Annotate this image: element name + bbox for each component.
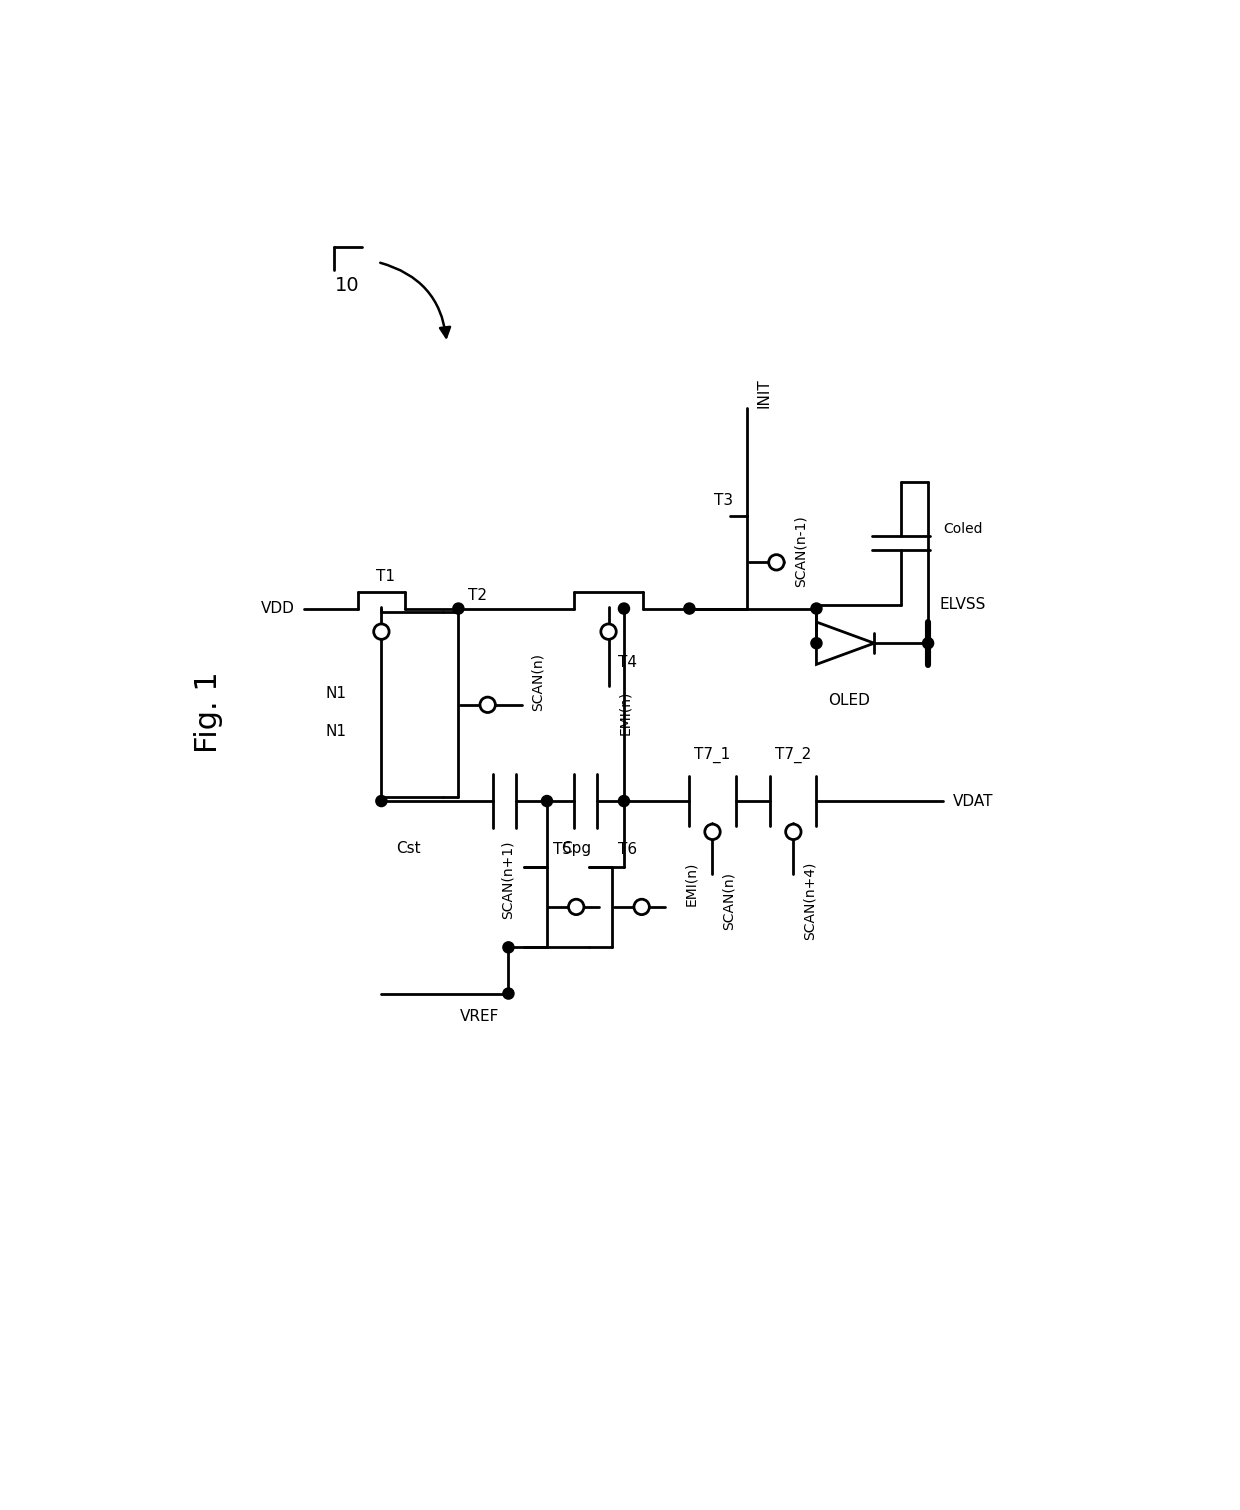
Text: T4: T4 <box>618 655 637 670</box>
Text: ELVSS: ELVSS <box>940 596 986 612</box>
Text: Cpg: Cpg <box>562 841 591 856</box>
Circle shape <box>568 900 584 915</box>
Circle shape <box>811 637 822 649</box>
Text: EMI(n): EMI(n) <box>618 690 632 735</box>
Text: SCAN(n+1): SCAN(n+1) <box>501 841 515 920</box>
Text: T5: T5 <box>553 843 572 858</box>
Text: SCAN(n): SCAN(n) <box>531 652 544 711</box>
Circle shape <box>811 602 822 615</box>
Text: INIT: INIT <box>756 378 771 408</box>
Text: Fig. 1: Fig. 1 <box>193 672 223 753</box>
Text: SCAN(n): SCAN(n) <box>722 873 735 930</box>
Text: VDD: VDD <box>262 601 295 616</box>
Circle shape <box>619 602 630 615</box>
Text: EMI(n): EMI(n) <box>684 862 698 906</box>
Circle shape <box>601 624 616 639</box>
Circle shape <box>683 602 694 615</box>
Text: T3: T3 <box>714 494 734 509</box>
Text: T6: T6 <box>619 843 637 858</box>
Text: SCAN(n-1): SCAN(n-1) <box>794 515 807 587</box>
Text: T7_2: T7_2 <box>775 747 811 763</box>
Circle shape <box>704 824 720 840</box>
Text: T2: T2 <box>469 587 487 602</box>
Circle shape <box>503 942 515 953</box>
Circle shape <box>786 824 801 840</box>
Circle shape <box>453 602 464 615</box>
Text: VDAT: VDAT <box>952 794 993 808</box>
Text: 10: 10 <box>335 276 360 294</box>
Text: VREF: VREF <box>460 1009 500 1024</box>
Text: N1: N1 <box>326 725 347 740</box>
Text: Coled: Coled <box>944 522 983 536</box>
Circle shape <box>503 988 515 1000</box>
Circle shape <box>542 796 553 806</box>
Circle shape <box>376 796 387 806</box>
FancyArrowPatch shape <box>381 263 450 337</box>
Circle shape <box>373 624 389 639</box>
Text: OLED: OLED <box>828 693 870 708</box>
Circle shape <box>619 796 630 806</box>
Text: N1: N1 <box>326 686 347 701</box>
Circle shape <box>769 554 784 571</box>
Text: SCAN(n+4): SCAN(n+4) <box>802 862 817 941</box>
Circle shape <box>634 900 650 915</box>
Circle shape <box>923 637 934 649</box>
Text: T7_1: T7_1 <box>694 747 730 763</box>
Text: Cst: Cst <box>396 841 420 856</box>
Text: T1: T1 <box>376 569 394 584</box>
Circle shape <box>480 698 495 713</box>
